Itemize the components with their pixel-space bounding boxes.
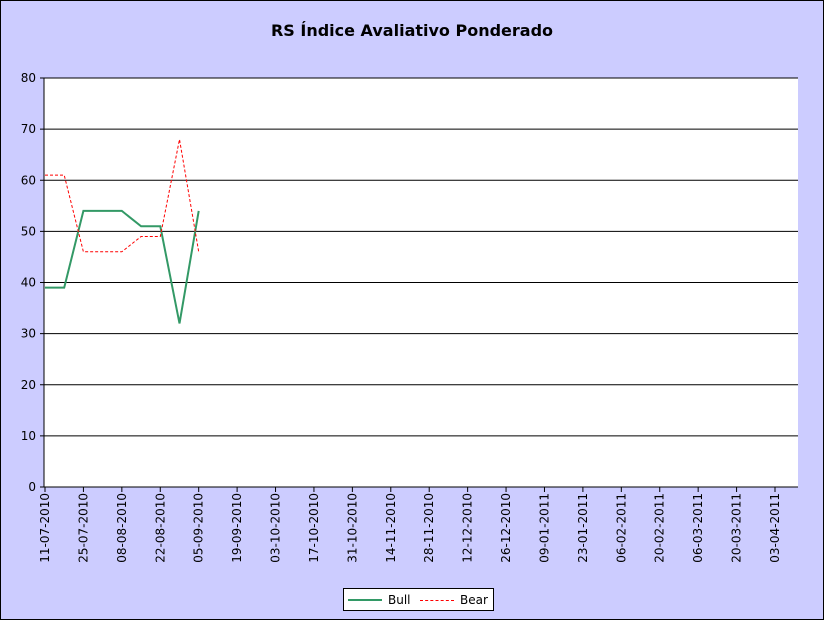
- x-tick-label: 12-12-2010: [461, 493, 475, 563]
- y-tick-label: 40: [21, 276, 36, 290]
- x-tick-label: 06-02-2011: [614, 493, 628, 563]
- x-tick-label: 31-10-2010: [345, 493, 359, 563]
- x-tick-label: 22-08-2010: [153, 493, 167, 563]
- chart-legend: Bull Bear: [343, 588, 494, 611]
- y-tick-label: 50: [21, 224, 36, 238]
- y-tick-label: 20: [21, 378, 36, 392]
- x-tick-label: 05-09-2010: [192, 493, 206, 563]
- x-tick-label: 25-07-2010: [76, 493, 90, 563]
- y-tick-label: 10: [21, 429, 36, 443]
- x-tick-label: 11-07-2010: [38, 493, 52, 563]
- x-tick-label: 03-04-2011: [768, 493, 782, 563]
- legend-label-bear: Bear: [460, 593, 488, 607]
- x-tick-label: 08-08-2010: [115, 493, 129, 563]
- x-tick-label: 28-11-2010: [422, 493, 436, 563]
- x-tick-label: 06-03-2011: [691, 493, 705, 563]
- chart-title: RS Índice Avaliativo Ponderado: [270, 21, 554, 40]
- y-tick-label: 0: [28, 480, 36, 494]
- x-tick-label: 20-03-2011: [730, 493, 744, 563]
- series-line-bear: [45, 139, 200, 253]
- x-tick-label: 09-01-2011: [537, 493, 551, 563]
- series-line-bull: [45, 209, 200, 324]
- x-tick-label: 14-11-2010: [384, 493, 398, 563]
- y-tick-label: 80: [21, 71, 36, 85]
- x-tick-label: 17-10-2010: [307, 493, 321, 563]
- legend-item-bear: Bear: [420, 593, 488, 607]
- legend-item-bull: Bull: [348, 593, 411, 607]
- x-tick-label: 03-10-2010: [269, 493, 283, 563]
- x-tick-label: 23-01-2011: [576, 493, 590, 563]
- x-tick-label: 26-12-2010: [499, 493, 513, 563]
- legend-label-bull: Bull: [388, 593, 411, 607]
- legend-swatch-bear: [420, 599, 454, 601]
- y-tick-label: 30: [21, 327, 36, 341]
- x-tick-label: 19-09-2010: [230, 493, 244, 563]
- y-tick-label: 70: [21, 122, 36, 136]
- y-tick-label: 60: [21, 173, 36, 187]
- legend-swatch-bull: [348, 599, 382, 601]
- x-tick-label: 20-02-2011: [653, 493, 667, 563]
